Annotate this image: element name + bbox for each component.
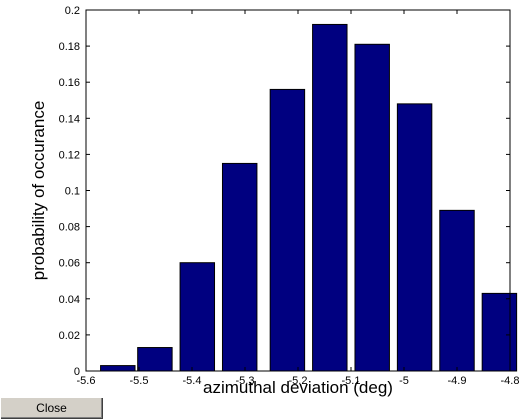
y-tick-label: 0 [74, 366, 80, 378]
y-tick-label: 0.08 [59, 222, 80, 234]
y-tick-label: 0.18 [59, 41, 80, 53]
bar [481, 292, 518, 372]
y-tick-label: 0.2 [65, 5, 80, 17]
bar [100, 365, 136, 372]
x-tick-label: -5.1 [342, 375, 361, 387]
x-tick-label: -5.6 [77, 375, 96, 387]
bar [312, 23, 348, 372]
y-tick-label: 0.02 [59, 330, 80, 342]
x-tick-label: -4.9 [448, 375, 467, 387]
bar [221, 162, 258, 372]
bar [439, 209, 475, 372]
y-tick-label: 0.14 [59, 113, 80, 125]
axes-box [85, 9, 511, 372]
x-tick-label: -4.8 [501, 375, 520, 387]
x-tick-label: -5.2 [289, 375, 308, 387]
x-tick-label: -5.3 [236, 375, 255, 387]
y-tick-label: 0.1 [65, 186, 80, 198]
bars-group [100, 23, 518, 372]
tick-labels-group: -5.6 -5.5 -5.4 -5.3 -5.2 -5.1 -5 -4.9 -4.8 0 0.02 0… [59, 5, 520, 387]
bar [179, 262, 216, 372]
y-tick-label: 0.06 [59, 258, 80, 270]
close-button[interactable]: Close [0, 397, 103, 419]
bar [396, 103, 433, 372]
bar [137, 347, 173, 372]
x-tick-label: -5 [399, 375, 409, 387]
x-tick-label: -5.4 [183, 375, 202, 387]
bar [269, 88, 306, 372]
y-tick-label: 0.12 [59, 149, 80, 161]
x-axis-label: azimuthal deviation (deg) [203, 378, 393, 397]
y-tick-label: 0.16 [59, 77, 80, 89]
x-tick-label: -5.5 [130, 375, 149, 387]
bar [354, 43, 390, 372]
y-tick-label: 0.04 [59, 294, 80, 306]
histogram-chart: -5.6 -5.5 -5.4 -5.3 -5.2 -5.1 -5 -4.9 -4.8 0 0.02 0… [29, 5, 520, 397]
y-axis-label: probability of occurance [29, 101, 48, 281]
